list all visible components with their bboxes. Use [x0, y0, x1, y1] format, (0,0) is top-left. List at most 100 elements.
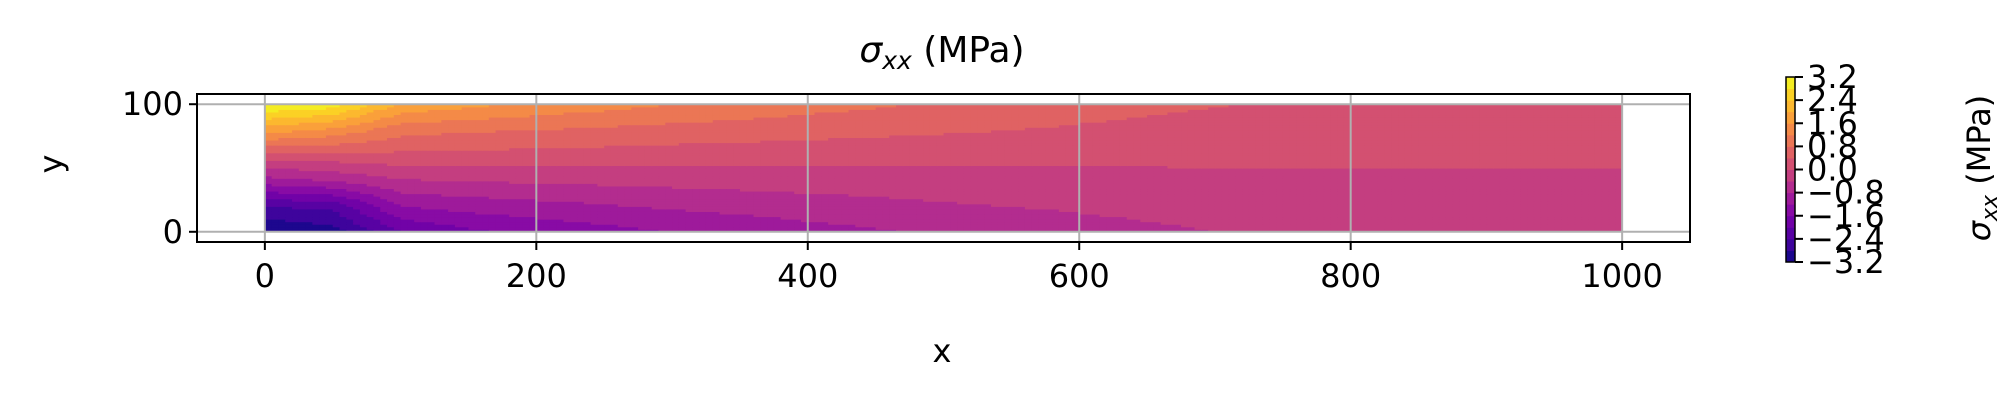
- contour-cell: [1024, 185, 1033, 190]
- contour-cell: [1181, 180, 1189, 184]
- contour-cell: [719, 221, 727, 225]
- contour-cell: [1364, 224, 1372, 228]
- contour-cell: [1072, 196, 1080, 200]
- contour-cell: [332, 180, 341, 184]
- contour-cell: [997, 180, 1006, 184]
- contour-cell: [895, 226, 904, 230]
- contour-cell: [889, 201, 897, 205]
- contour-cell: [848, 226, 856, 230]
- contour-cell: [862, 226, 870, 230]
- contour-cell: [1425, 211, 1433, 215]
- contour-cell: [1506, 198, 1515, 202]
- contour-cell: [495, 213, 503, 218]
- contour-cell: [1337, 198, 1345, 202]
- contour-cell: [773, 216, 782, 220]
- contour-cell: [1065, 224, 1074, 228]
- contour-cell: [719, 198, 727, 202]
- contour-cell: [1615, 170, 1623, 174]
- contour-cell: [1031, 224, 1040, 228]
- contour-cell: [1350, 226, 1359, 230]
- contour-cell: [332, 183, 341, 187]
- contour-cell: [332, 190, 341, 195]
- contour-cell: [1466, 188, 1474, 192]
- contour-cell: [1140, 206, 1148, 210]
- contour-cell: [1255, 221, 1264, 225]
- contour-cell: [726, 221, 734, 225]
- contour-cell: [644, 213, 653, 218]
- contour-cell: [1323, 183, 1331, 187]
- contour-cell: [1438, 196, 1447, 200]
- contour-cell: [1289, 193, 1297, 197]
- contour-cell: [868, 193, 877, 197]
- contour-cell: [543, 224, 551, 228]
- contour-cell: [699, 224, 707, 228]
- contour-cell: [556, 183, 565, 187]
- contour-cell: [644, 203, 653, 207]
- contour-cell: [264, 198, 273, 202]
- contour-cell: [1160, 221, 1169, 225]
- contour-cell: [1235, 213, 1243, 218]
- contour-cell: [482, 206, 490, 210]
- contour-cell: [583, 224, 592, 228]
- contour-cell: [1547, 208, 1555, 212]
- contour-cell: [957, 190, 965, 195]
- contour-cell: [461, 211, 470, 215]
- contour-cell: [1384, 173, 1392, 177]
- contour-cell: [475, 201, 483, 205]
- contour-cell: [1601, 219, 1610, 223]
- contour-cell: [1058, 183, 1067, 187]
- contour-cell: [875, 193, 884, 197]
- contour-cell: [1309, 198, 1318, 202]
- contour-cell: [1099, 211, 1107, 215]
- contour-cell: [1472, 206, 1481, 210]
- contour-cell: [1133, 198, 1141, 202]
- contour-cell: [794, 216, 802, 220]
- contour-cell: [604, 226, 612, 230]
- contour-cell: [1486, 211, 1494, 215]
- contour-cell: [739, 180, 748, 184]
- contour-cell: [1106, 168, 1114, 172]
- contour-cell: [855, 216, 863, 220]
- contour-cell: [495, 190, 503, 195]
- contour-cell: [285, 201, 293, 205]
- contour-cell: [957, 193, 965, 197]
- contour-cell: [332, 203, 341, 207]
- contour-cell: [1350, 168, 1359, 172]
- contour-cell: [889, 198, 897, 202]
- contour-cell: [1527, 198, 1535, 202]
- contour-cell: [651, 188, 660, 192]
- contour-cell: [1086, 213, 1094, 218]
- contour-cell: [536, 224, 544, 228]
- contour-cell: [1038, 183, 1046, 187]
- contour-cell: [1140, 170, 1148, 174]
- contour-cell: [1058, 226, 1067, 230]
- contour-cell: [359, 198, 368, 202]
- contour-cell: [325, 208, 334, 212]
- contour-cell: [950, 213, 958, 218]
- contour-cell: [1160, 206, 1169, 210]
- contour-cell: [794, 198, 802, 202]
- contour-cell: [271, 178, 280, 182]
- contour-cell: [678, 203, 687, 207]
- contour-cell: [1303, 203, 1311, 207]
- contour-cell: [1187, 206, 1196, 210]
- contour-cell: [1018, 175, 1026, 179]
- contour-cell: [536, 211, 544, 215]
- contour-cell: [1574, 219, 1583, 223]
- contour-cell: [1262, 216, 1270, 220]
- contour-cell: [1309, 211, 1318, 215]
- contour-cell: [1092, 190, 1101, 195]
- contour-cell: [1181, 206, 1189, 210]
- contour-cell: [672, 224, 680, 228]
- contour-cell: [298, 211, 307, 215]
- contour-cell: [1282, 226, 1291, 230]
- contour-cell: [1167, 185, 1175, 190]
- contour-cell: [339, 221, 347, 225]
- contour-cell: [1235, 173, 1243, 177]
- contour-cell: [644, 211, 653, 215]
- contour-cell: [1493, 203, 1501, 207]
- contour-cell: [285, 208, 293, 212]
- contour-cell: [1214, 183, 1223, 187]
- contour-cell: [1384, 180, 1392, 184]
- contour-cell: [1147, 206, 1155, 210]
